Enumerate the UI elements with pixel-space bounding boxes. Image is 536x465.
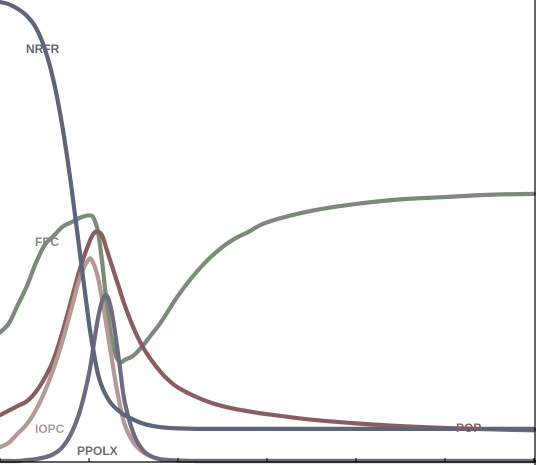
series-label-layer: NRFR FPC POP IOPC PPOLX: [26, 42, 481, 458]
series-label-pop: POP: [456, 421, 481, 435]
series-line-ppolx: [0, 293, 536, 464]
series-label-fpc: FPC: [35, 235, 59, 249]
series-line-fpc: [0, 191, 536, 365]
series-label-ppolx: PPOLX: [77, 444, 118, 458]
series-label-iopc: IOPC: [35, 422, 65, 436]
series-line-pop: [0, 229, 536, 433]
series-line-nrfr: [0, 0, 536, 432]
series-label-nrfr: NRFR: [26, 42, 60, 56]
